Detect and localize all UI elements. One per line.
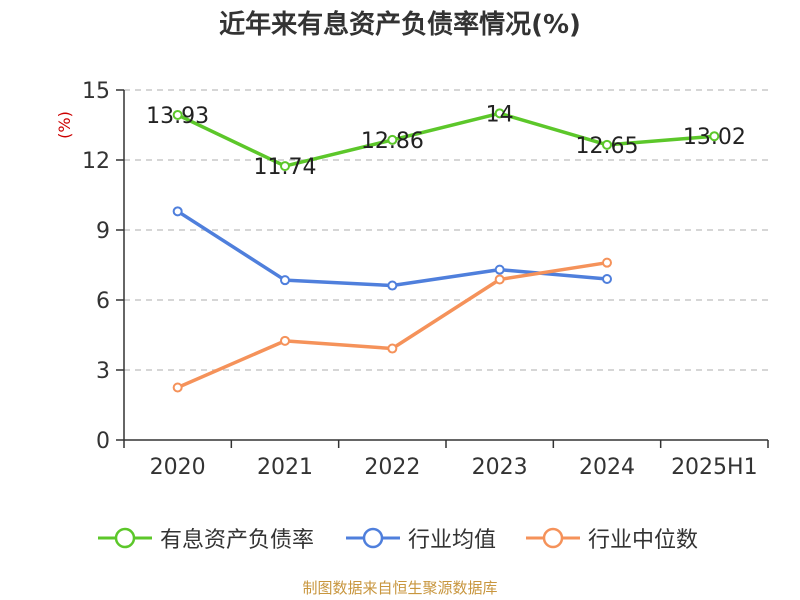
data-point xyxy=(494,264,505,275)
y-tick-label: 6 xyxy=(96,289,110,314)
legend-label: 有息资产负债率 xyxy=(160,528,315,553)
legend-swatch-marker xyxy=(114,527,136,549)
data-point xyxy=(387,134,398,145)
data-point xyxy=(387,343,398,354)
chart-title: 近年来有息资产负债率情况(%) xyxy=(219,10,581,40)
data-point xyxy=(172,206,183,217)
data-point xyxy=(172,382,183,393)
x-tick-label: 2020 xyxy=(150,455,206,480)
data-labels: 13.93 11.74 12.86 14 12.65 13.02 xyxy=(146,102,746,180)
legend-swatch xyxy=(526,527,580,549)
legend-swatch xyxy=(346,527,400,549)
legend-item-0[interactable]: 有息资产负债率 xyxy=(98,518,314,558)
y-tick-label: 0 xyxy=(96,429,110,454)
y-axis-label: (%) xyxy=(55,111,74,139)
data-point xyxy=(602,139,612,150)
data-label: 13.93 xyxy=(146,104,209,129)
data-label: 11.74 xyxy=(254,155,317,180)
axes: 0 3 6 9 12 15 2020 2021 2022 2023 2024 2025H1 xyxy=(82,79,769,480)
x-tick-label: 2025H1 xyxy=(671,455,758,480)
legend-label: 行业中位数 xyxy=(588,528,699,553)
y-tick-label: 3 xyxy=(96,359,110,384)
legend: 有息资产负债率 行业均值 行业中位数 xyxy=(0,518,800,558)
data-label: 12.86 xyxy=(361,129,424,154)
x-tick-label: 2024 xyxy=(579,455,635,480)
source-note: 制图数据来自恒生聚源数据库 xyxy=(302,579,498,597)
data-point xyxy=(494,274,505,285)
data-point xyxy=(280,161,290,172)
x-tick-label: 2021 xyxy=(257,455,313,480)
data-point xyxy=(602,274,612,284)
legend-swatch-marker xyxy=(362,527,384,549)
legend-item-1[interactable]: 行业均值 xyxy=(346,518,496,558)
x-tick-label: 2022 xyxy=(364,455,420,480)
data-point xyxy=(280,335,290,346)
legend-swatch-marker xyxy=(542,527,564,549)
y-tick-label: 15 xyxy=(82,79,110,104)
legend-label: 行业均值 xyxy=(408,528,497,553)
y-tick-label: 9 xyxy=(96,219,110,244)
data-point xyxy=(172,109,183,120)
series-lines xyxy=(172,108,720,393)
data-label: 12.65 xyxy=(576,134,639,159)
legend-item-2[interactable]: 行业中位数 xyxy=(526,518,698,558)
data-point xyxy=(280,275,290,286)
series-line-0 xyxy=(176,111,715,168)
grid-lines xyxy=(124,89,768,371)
y-tick-label: 12 xyxy=(82,149,110,174)
legend-swatch xyxy=(98,527,152,549)
data-point xyxy=(387,280,398,291)
data-label: 13.02 xyxy=(683,125,746,150)
data-label: 14 xyxy=(486,102,514,127)
data-point xyxy=(602,257,612,268)
x-tick-label: 2023 xyxy=(472,455,528,480)
data-point xyxy=(494,108,505,119)
data-point xyxy=(709,131,720,142)
